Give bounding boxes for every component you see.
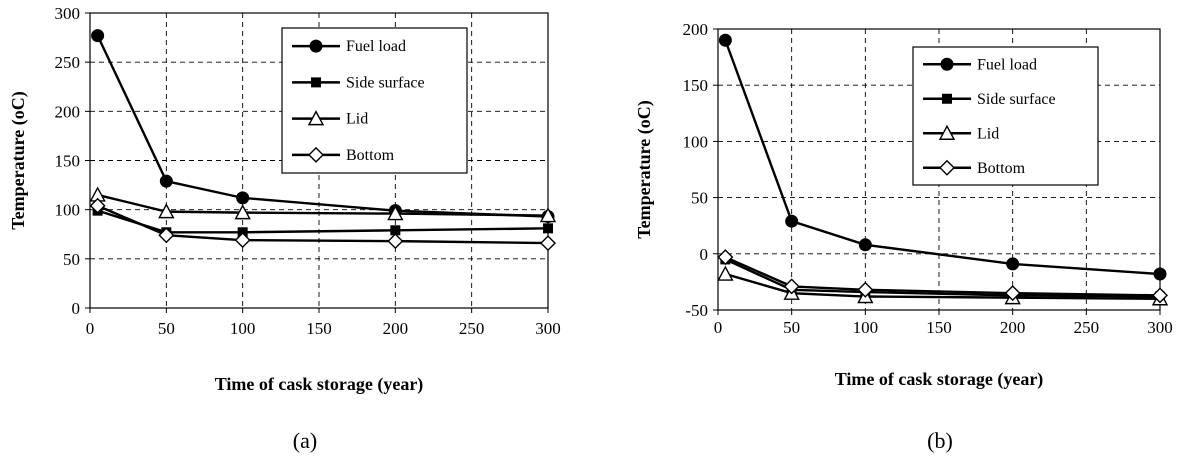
- legend-label-lid: Lid: [346, 111, 368, 128]
- x-axis-label: Time of cask storage (year): [215, 374, 424, 395]
- legend-label-side-surface: Side surface: [346, 74, 425, 91]
- data-point-lid: [539, 207, 557, 223]
- legend-box: [912, 46, 1099, 186]
- y-tick-label: 300: [55, 4, 81, 23]
- panel-caption: (a): [293, 428, 317, 453]
- legend-marker-fuel-load: [309, 39, 323, 53]
- data-point-fuel-load: [1006, 257, 1020, 271]
- y-tick-label: 50: [63, 250, 80, 269]
- y-axis-label: Temperature (oC): [634, 100, 655, 238]
- x-tick-label: 200: [383, 319, 409, 338]
- x-tick-label: 50: [158, 319, 175, 338]
- data-point-lid: [234, 204, 251, 220]
- data-point-fuel-load: [858, 238, 872, 252]
- data-point-bottom: [158, 227, 175, 244]
- x-tick-label: 300: [535, 319, 561, 338]
- data-point-fuel-load: [1153, 267, 1167, 281]
- data-point-fuel-load: [718, 33, 732, 47]
- x-tick-label: 200: [1000, 318, 1026, 337]
- x-tick-label: 100: [230, 319, 256, 338]
- x-tick-label: 0: [714, 318, 723, 337]
- data-point-bottom: [89, 197, 106, 214]
- legend-label-side-surface: Side surface: [977, 91, 1056, 108]
- legend-marker-side-surface: [942, 93, 952, 104]
- x-tick-label: 150: [306, 319, 332, 338]
- legend-marker-lid: [307, 110, 325, 126]
- legend-marker-lid: [938, 124, 956, 140]
- data-point-fuel-load: [159, 174, 173, 188]
- data-point-bottom: [1152, 287, 1168, 304]
- legend-box: [281, 27, 468, 174]
- data-point-fuel-load: [91, 29, 105, 43]
- x-axis-label: Time of cask storage (year): [835, 369, 1044, 390]
- chart-panel-a: 0 50 100 150 200 250 300 0 50 100 150 200 250 300 Time…: [8, 4, 561, 453]
- legend-label-lid: Lid: [977, 125, 999, 142]
- y-tick-label: 250: [55, 53, 81, 72]
- panel-caption: (b): [927, 428, 953, 453]
- y-tick-label: 50: [691, 189, 708, 208]
- data-point-lid: [158, 203, 175, 219]
- y-axis-label: Temperature (oC): [8, 91, 29, 229]
- legend-marker-side-surface: [311, 77, 321, 88]
- data-point-side-surface: [543, 223, 553, 234]
- legend-marker-fuel-load: [940, 57, 954, 71]
- legend-label-bottom: Bottom: [346, 147, 395, 164]
- data-point-bottom: [540, 235, 556, 252]
- data-point-side-surface: [390, 225, 401, 236]
- legend-label-bottom: Bottom: [977, 160, 1026, 177]
- x-tick-label: 0: [86, 319, 95, 338]
- data-point-lid: [717, 265, 734, 281]
- x-tick-label: 250: [459, 319, 485, 338]
- x-tick-label: 50: [783, 318, 800, 337]
- data-point-fuel-load: [785, 214, 799, 228]
- data-point-fuel-load: [236, 191, 250, 205]
- x-tick-label: 250: [1074, 318, 1100, 337]
- legend-label-fuel-load: Fuel load: [346, 38, 406, 55]
- data-point-lid: [387, 205, 404, 221]
- chart-panel-b: 0 50 100 150 200 250 300 -50 0 50 100 150 200 Time of…: [634, 20, 1173, 453]
- y-tick-label: 200: [683, 20, 709, 39]
- data-point-bottom: [783, 278, 800, 295]
- data-point-bottom: [717, 249, 734, 266]
- data-point-bottom: [1004, 285, 1021, 302]
- y-tick-label: 0: [72, 299, 81, 318]
- data-point-bottom: [234, 232, 251, 249]
- y-tick-label: 150: [683, 76, 709, 95]
- legend-marker-bottom: [939, 159, 955, 176]
- data-point-bottom: [387, 233, 404, 250]
- legend-marker-bottom: [308, 146, 324, 163]
- legend-label-fuel-load: Fuel load: [977, 56, 1037, 73]
- y-tick-label: 0: [700, 245, 709, 264]
- x-tick-label: 150: [926, 318, 952, 337]
- x-tick-label: 100: [853, 318, 879, 337]
- x-tick-label: 300: [1147, 318, 1173, 337]
- y-tick-label: 150: [55, 152, 81, 171]
- y-tick-label: -50: [685, 301, 708, 320]
- y-tick-label: 200: [55, 102, 81, 121]
- y-tick-label: 100: [683, 132, 709, 151]
- y-tick-label: 100: [55, 201, 81, 220]
- data-point-bottom: [857, 281, 874, 298]
